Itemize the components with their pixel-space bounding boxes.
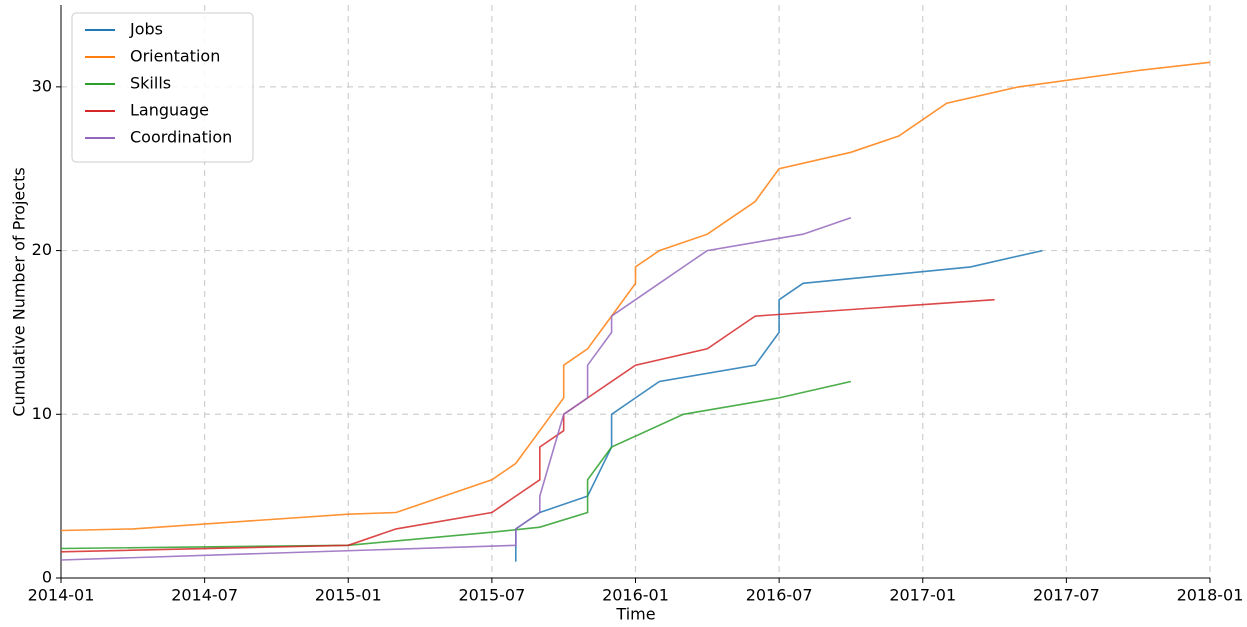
x-tick-label: 2015-07 xyxy=(458,586,525,605)
legend-label: Coordination xyxy=(130,128,232,147)
x-tick-label: 2017-07 xyxy=(1033,586,1100,605)
legend-label: Skills xyxy=(130,74,171,93)
series-line xyxy=(60,380,852,550)
x-tick-label: 2017-01 xyxy=(889,586,956,605)
y-axis-label: Cumulative Number of Projects xyxy=(10,167,29,416)
legend-label: Jobs xyxy=(129,20,163,39)
x-tick-label: 2016-07 xyxy=(746,586,813,605)
x-tick-label: 2016-01 xyxy=(602,586,669,605)
legend-label: Orientation xyxy=(130,47,220,66)
x-tick-label: 2015-01 xyxy=(315,586,382,605)
x-tick-label: 2014-01 xyxy=(28,586,95,605)
x-axis-label: Time xyxy=(615,605,655,624)
series-line xyxy=(515,249,1043,562)
series-line xyxy=(60,61,1211,532)
y-tick-label: 30 xyxy=(32,76,52,95)
y-tick-label: 10 xyxy=(32,404,52,423)
legend-box xyxy=(71,12,254,163)
series-line xyxy=(60,298,995,553)
legend: Jobs Orientation Skills Language Coordinatio… xyxy=(71,12,254,163)
x-tick-label: 2018-01 xyxy=(1177,586,1244,605)
y-tick-label: 20 xyxy=(32,240,52,259)
y-tick-label: 0 xyxy=(42,568,52,587)
x-tick-label: 2014-07 xyxy=(171,586,238,605)
legend-label: Language xyxy=(130,101,209,120)
series-line xyxy=(60,217,852,561)
